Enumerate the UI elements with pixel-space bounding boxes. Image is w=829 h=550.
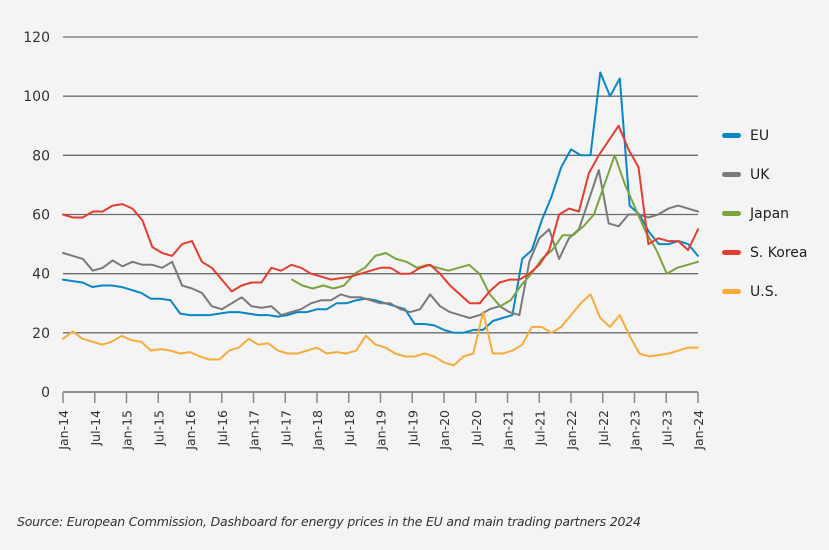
x-tick-label: Jan-15 — [120, 410, 135, 451]
legend: EU UK Japan S. Korea U.S. — [722, 116, 807, 311]
y-tick-label: 0 — [41, 385, 50, 401]
line-chart: 0 20 40 60 80 100 120 Jan-14 Jul-14 Jan-15 Jul-15… — [23, 30, 706, 451]
y-tick-label: 40 — [32, 267, 50, 283]
series-line-eu — [62, 71, 699, 334]
x-tick-label: Jul-14 — [88, 410, 103, 447]
legend-item: UK — [722, 155, 807, 194]
y-tick-label: 120 — [23, 30, 50, 46]
legend-label: Japan — [750, 205, 790, 222]
y-tick-label: 100 — [23, 89, 50, 105]
legend-item: U.S. — [722, 272, 807, 311]
legend-swatch — [722, 211, 741, 216]
x-tick-label: Jan-18 — [310, 410, 325, 451]
legend-label: S. Korea — [750, 244, 808, 261]
source-note: Source: European Commission, Dashboard f… — [17, 514, 641, 529]
x-tick-label: Jan-23 — [628, 410, 643, 451]
x-tick-label: Jan-24 — [691, 410, 706, 451]
x-tick-label: Jul-17 — [278, 410, 293, 447]
legend-item: Japan — [722, 194, 807, 233]
series-lines — [62, 71, 699, 367]
x-tick-label: Jul-15 — [151, 410, 166, 447]
series-line-s-korea — [62, 124, 699, 305]
x-tick-label: Jan-17 — [247, 410, 262, 451]
x-tick-label: Jan-19 — [374, 410, 389, 451]
legend-swatch — [722, 250, 741, 255]
x-tick-label: Jan-14 — [56, 410, 71, 451]
x-tick-label: Jan-16 — [183, 410, 198, 451]
series-line-uk — [62, 169, 699, 319]
legend-swatch — [722, 289, 741, 294]
legend-swatch — [722, 133, 741, 138]
x-tick-label: Jul-18 — [342, 410, 357, 447]
legend-label: U.S. — [750, 283, 779, 300]
legend-swatch — [722, 172, 741, 177]
x-axis: Jan-14 Jul-14 Jan-15 Jul-15 Jan-16 Jul-16 Jan-… — [56, 391, 706, 451]
x-tick-label: Jul-23 — [659, 410, 674, 447]
x-tick-label: Jul-22 — [596, 410, 611, 447]
x-tick-label: Jan-20 — [437, 410, 452, 451]
x-tick-label: Jan-21 — [501, 410, 516, 451]
y-tick-label: 20 — [32, 326, 50, 342]
legend-item: EU — [722, 116, 807, 155]
y-axis-ticks: 0 20 40 60 80 100 120 — [23, 30, 50, 401]
legend-label: EU — [750, 127, 770, 144]
y-tick-label: 80 — [32, 148, 50, 164]
legend-label: UK — [750, 166, 770, 183]
x-tick-label: Jul-20 — [469, 410, 484, 447]
y-tick-label: 60 — [32, 208, 50, 224]
x-tick-label: Jul-21 — [532, 410, 547, 447]
x-tick-label: Jan-22 — [564, 410, 579, 451]
series-line-u-s — [62, 293, 699, 367]
series-line-japan — [291, 154, 699, 308]
x-tick-label: Jul-16 — [215, 410, 230, 447]
x-tick-label: Jul-19 — [405, 410, 420, 447]
legend-item: S. Korea — [722, 233, 807, 272]
gridlines — [63, 36, 698, 334]
